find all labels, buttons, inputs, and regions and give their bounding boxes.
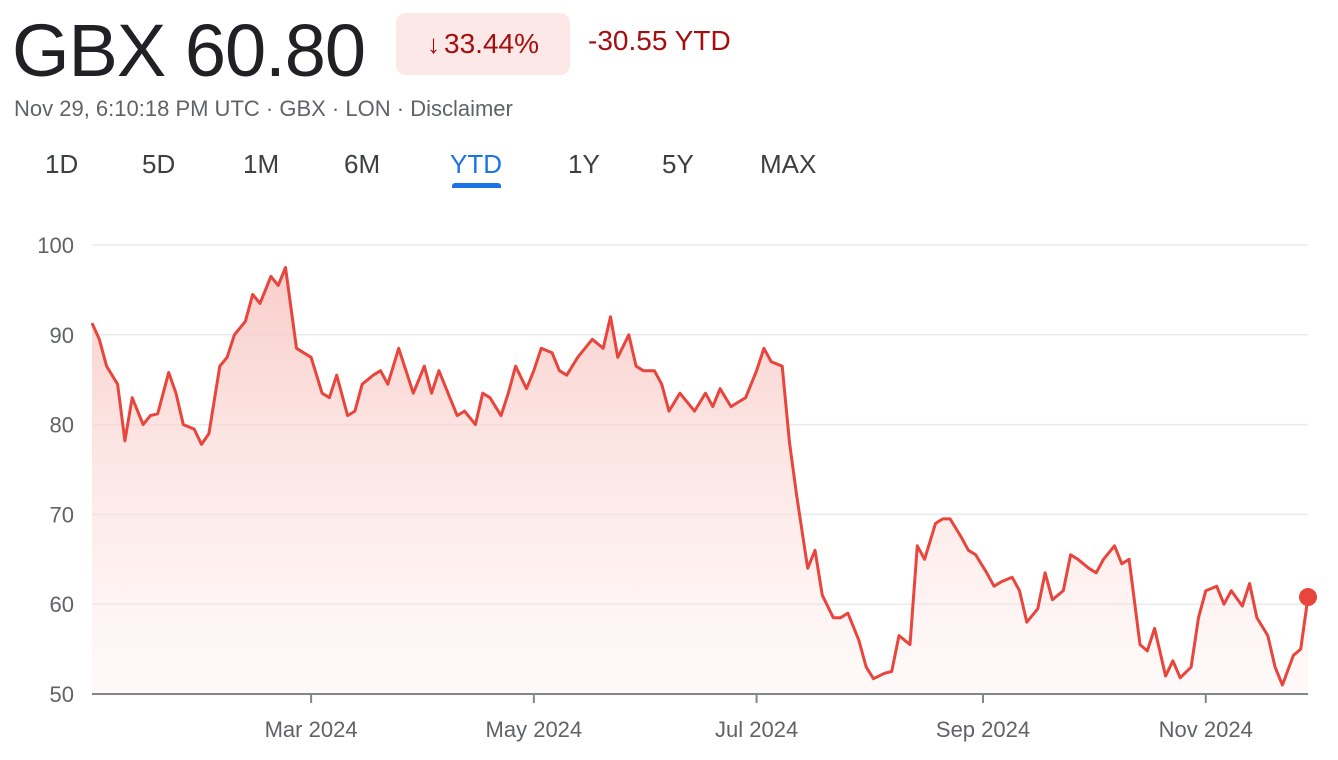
- x-tick-label: Jul 2024: [715, 717, 798, 742]
- price-area-fill: [92, 267, 1308, 694]
- y-tick-label: 50: [50, 682, 74, 707]
- tab-max[interactable]: MAX: [760, 149, 817, 179]
- tab-1d[interactable]: 1D: [45, 149, 79, 179]
- y-axis-labels: 50 60 70 80 90 100: [37, 233, 74, 707]
- current-price-marker: [1299, 588, 1317, 607]
- active-tab-indicator: [452, 183, 501, 188]
- x-tick-label: Nov 2024: [1159, 717, 1253, 742]
- quote-meta: Nov 29, 6:10:18 PM UTC · GBX · LON · Dis…: [14, 96, 513, 122]
- tab-5d[interactable]: 5D: [142, 149, 176, 179]
- x-axis-ticks: Mar 2024 May 2024 Jul 2024 Sep 2024 Nov 2024: [265, 694, 1253, 742]
- y-tick-label: 70: [50, 502, 74, 527]
- disclaimer-link[interactable]: Disclaimer: [410, 96, 513, 121]
- tab-6m[interactable]: 6M: [344, 149, 381, 179]
- x-tick-label: Sep 2024: [936, 717, 1030, 742]
- timestamp: Nov 29, 6:10:18 PM UTC: [14, 96, 260, 121]
- current-price: GBX 60.80: [12, 9, 366, 92]
- y-tick-label: 90: [50, 323, 74, 348]
- separator: ·: [390, 96, 411, 121]
- x-tick-label: Mar 2024: [265, 717, 358, 742]
- change-percent: 33.44%: [444, 28, 539, 59]
- arrow-down-icon: ↓: [427, 28, 441, 59]
- change-percent-badge: ↓ 33.44%: [396, 13, 570, 75]
- x-tick-label: May 2024: [486, 717, 583, 742]
- ytd-change: -30.55 YTD: [588, 25, 731, 56]
- exchange: LON: [345, 96, 391, 121]
- separator: ·: [325, 96, 346, 121]
- y-tick-label: 80: [50, 413, 74, 438]
- tab-5y[interactable]: 5Y: [662, 149, 694, 179]
- currency: GBX: [279, 96, 326, 121]
- price-line[interactable]: [90, 266, 1310, 687]
- y-tick-label: 100: [37, 233, 74, 258]
- tab-1m[interactable]: 1M: [243, 149, 280, 179]
- y-tick-label: 60: [50, 592, 74, 617]
- separator: ·: [259, 96, 280, 121]
- tab-1y[interactable]: 1Y: [568, 149, 600, 179]
- range-tabs: 1D 5D 1M 6M YTD 1Y 5Y MAX: [0, 145, 900, 195]
- tab-ytd[interactable]: YTD: [450, 149, 502, 179]
